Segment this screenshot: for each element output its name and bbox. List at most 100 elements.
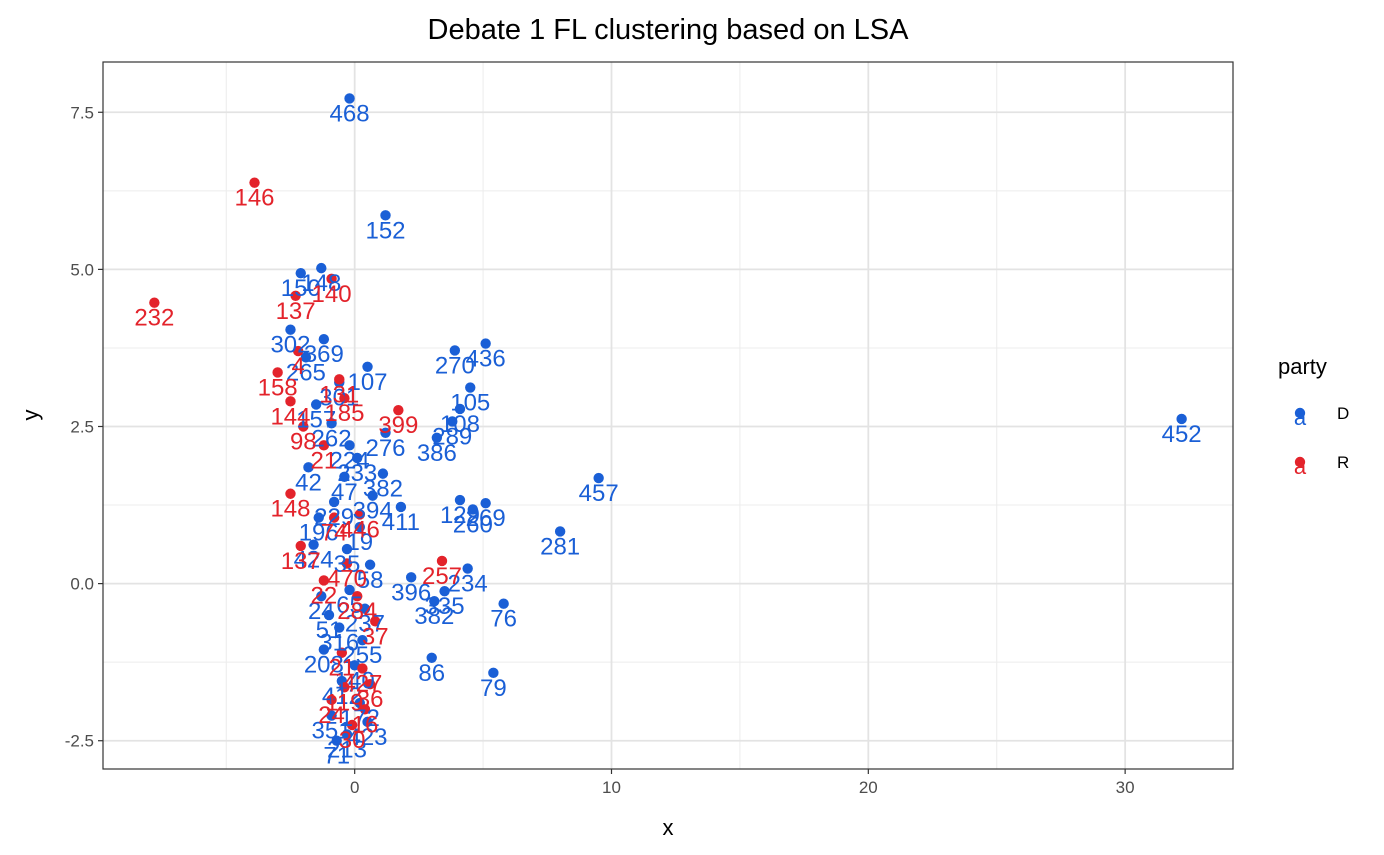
data-point-R xyxy=(292,345,304,357)
data-point-R xyxy=(341,558,353,569)
data-point-D xyxy=(357,634,368,646)
data-point-R xyxy=(328,512,340,523)
data-label-D: 224 xyxy=(330,447,370,474)
data-label-R: 446 xyxy=(340,516,380,543)
data-point-D xyxy=(326,418,337,429)
data-point-R xyxy=(346,719,358,731)
data-point-D xyxy=(316,590,327,602)
data-label-D: 140 xyxy=(335,667,375,694)
data-label-D: 213 xyxy=(327,736,367,763)
data-point-D xyxy=(362,716,373,728)
data-point-D xyxy=(380,210,391,221)
data-label-R: 30 xyxy=(339,727,366,754)
data-point-D xyxy=(454,494,466,506)
data-point-D xyxy=(344,440,355,451)
y-tick-label: 5.0 xyxy=(70,260,94,279)
data-label-D: 262 xyxy=(312,425,352,452)
data-label-R: 144 xyxy=(270,403,310,430)
data-label-D: 436 xyxy=(466,346,506,373)
data-point-D xyxy=(454,403,466,415)
data-label-D: 316 xyxy=(319,630,359,657)
points-layer xyxy=(149,93,1187,746)
data-label-R: 148 xyxy=(270,496,310,523)
data-label-D: 76 xyxy=(490,606,517,633)
data-point-D xyxy=(488,667,499,679)
data-label-D: 234 xyxy=(448,571,488,598)
data-label-D: 47 xyxy=(331,479,358,506)
data-label-R: 146 xyxy=(234,185,274,212)
legend: party a Da R xyxy=(1278,354,1349,479)
data-point-R xyxy=(359,704,371,715)
x-tick-label: 10 xyxy=(602,778,621,797)
data-label-D: 382 xyxy=(363,476,403,503)
data-label-D: 108 xyxy=(440,411,480,438)
data-label-R: 37 xyxy=(362,623,389,650)
legend-key-glyph-R: a xyxy=(1294,454,1307,479)
data-label-D: 19 xyxy=(346,529,373,556)
data-label-D: 281 xyxy=(540,533,580,560)
data-label-R: 137 xyxy=(281,548,321,575)
data-point-D xyxy=(439,585,450,597)
y-tick-label: 0.0 xyxy=(70,575,94,594)
data-label-R: 140 xyxy=(312,281,352,308)
data-point-R xyxy=(318,575,330,586)
data-label-D: 289 xyxy=(432,423,472,450)
data-point-R xyxy=(354,509,366,520)
data-label-D: 24 xyxy=(308,598,335,625)
chart-title: Debate 1 FL clustering based on LSA xyxy=(428,14,910,46)
data-label-R: 21 xyxy=(328,655,355,682)
x-tick-label: 0 xyxy=(350,778,359,797)
data-label-D: 157 xyxy=(296,407,336,434)
data-label-D: 424 xyxy=(294,547,334,574)
data-label-D: 208 xyxy=(304,652,344,679)
data-label-D: 51 xyxy=(316,617,343,644)
panel-background xyxy=(103,62,1233,769)
data-label-R: 21 xyxy=(311,447,338,474)
data-point-D xyxy=(449,345,461,356)
data-point-D xyxy=(405,572,417,583)
data-point-D xyxy=(331,735,342,746)
data-label-R: 74 xyxy=(321,520,348,547)
data-point-D xyxy=(310,399,322,410)
data-point-D xyxy=(318,644,330,655)
panel-border xyxy=(102,61,1234,770)
data-point-R xyxy=(339,682,350,693)
data-label-D: 196 xyxy=(299,520,339,547)
data-label-R: 22 xyxy=(311,582,338,609)
data-point-D xyxy=(334,622,345,633)
data-label-R: 257 xyxy=(422,563,462,590)
legend-key-point-D xyxy=(1294,407,1306,419)
data-label-D: 396 xyxy=(391,579,431,606)
data-label-R: 24 xyxy=(318,702,345,729)
legend-label-D: D xyxy=(1337,404,1349,423)
data-label-D: 35 xyxy=(334,551,361,578)
data-point-R xyxy=(272,367,283,378)
data-point-D xyxy=(318,333,330,345)
data-label-R: 119 xyxy=(325,689,363,716)
data-label-D: 255 xyxy=(342,642,382,669)
data-point-R xyxy=(149,297,160,308)
data-point-D xyxy=(364,559,376,570)
data-point-D xyxy=(1176,413,1187,425)
legend-items: a Da R xyxy=(1294,404,1349,479)
data-label-D: 148 xyxy=(301,270,341,297)
data-label-D: 423 xyxy=(347,724,387,751)
data-label-D: 129 xyxy=(440,502,480,529)
data-label-R: 36 xyxy=(357,686,384,713)
data-point-R xyxy=(334,374,345,385)
grid-major xyxy=(103,62,1233,769)
data-label-D: 65 xyxy=(336,592,363,619)
data-point-D xyxy=(447,416,458,427)
data-label-D: 58 xyxy=(357,567,384,594)
data-point-D xyxy=(339,471,350,482)
data-point-D xyxy=(554,526,566,537)
data-point-D xyxy=(354,521,366,533)
data-point-D xyxy=(285,324,296,335)
data-label-R: 158 xyxy=(258,374,298,401)
data-label-R: 470 xyxy=(327,565,367,592)
y-tick-label: -2.5 xyxy=(65,732,94,751)
data-point-D xyxy=(465,382,476,393)
data-label-D: 107 xyxy=(347,369,387,396)
